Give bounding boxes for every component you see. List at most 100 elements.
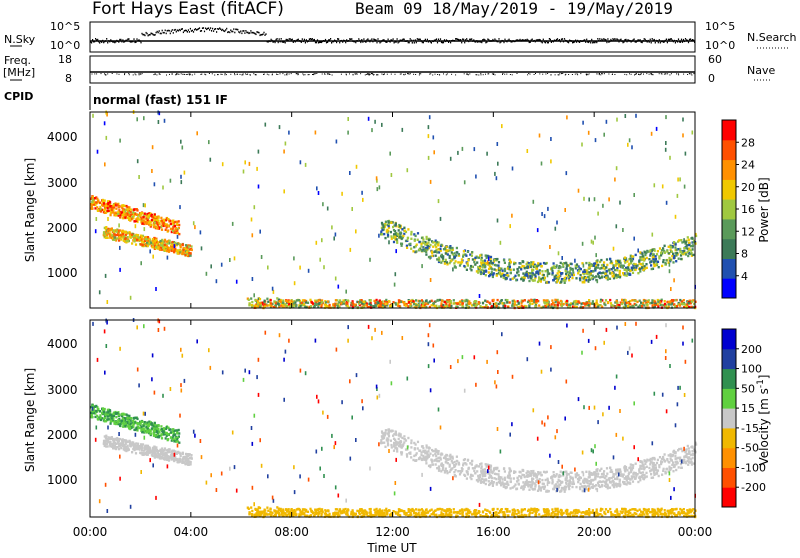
echo-cell xyxy=(403,227,405,229)
echo-cell xyxy=(417,232,419,234)
echo-cell xyxy=(426,236,428,238)
nave-point xyxy=(530,74,531,75)
echo-cell xyxy=(447,253,449,255)
noise-cell xyxy=(616,118,618,122)
echo-cell xyxy=(401,228,403,230)
echo-cell xyxy=(422,305,424,307)
echo-cell xyxy=(118,448,120,450)
nave-point xyxy=(626,74,627,75)
nave-point xyxy=(166,75,167,76)
echo-cell xyxy=(506,301,508,303)
echo-cell xyxy=(588,304,590,306)
echo-cell xyxy=(142,222,144,224)
echo-cell xyxy=(251,304,253,306)
echo-cell xyxy=(561,305,563,307)
nave-point xyxy=(589,73,590,74)
echo-cell xyxy=(558,302,560,304)
nave-point xyxy=(277,74,278,75)
echo-cell xyxy=(670,246,672,248)
nsky-point xyxy=(175,29,176,31)
nave-point xyxy=(383,74,384,75)
echo-cell xyxy=(544,263,546,265)
echo-cell xyxy=(603,261,605,263)
echo-cell xyxy=(646,303,648,305)
echo-cell xyxy=(468,300,470,302)
nave-point xyxy=(240,74,241,75)
echo-cell xyxy=(136,422,138,424)
noise-cell xyxy=(597,212,599,216)
noise-cell xyxy=(677,194,679,198)
echo-cell xyxy=(573,274,575,276)
echo-cell xyxy=(585,279,587,281)
nsky-point xyxy=(436,38,437,40)
echo-cell xyxy=(165,229,167,231)
echo-cell xyxy=(528,264,530,266)
nsky-point xyxy=(106,38,107,40)
echo-cell xyxy=(453,262,455,264)
echo-cell xyxy=(642,269,644,271)
nsky-point xyxy=(355,42,356,44)
echo-cell xyxy=(648,258,650,260)
echo-cell xyxy=(574,300,576,302)
echo-cell xyxy=(140,452,142,454)
nsky-point xyxy=(592,42,593,44)
echo-cell xyxy=(526,263,528,265)
echo-cell xyxy=(296,299,298,301)
nave-point xyxy=(476,74,477,75)
echo-cell xyxy=(127,445,129,447)
nave-point xyxy=(181,73,182,74)
echo-cell xyxy=(570,268,572,270)
echo-cell xyxy=(473,304,475,306)
echo-cell xyxy=(466,269,468,271)
echo-cell xyxy=(432,241,434,243)
echo-cell xyxy=(612,264,614,266)
nave-point xyxy=(124,74,125,75)
echo-cell xyxy=(422,302,424,304)
noise-cell xyxy=(315,131,317,135)
echo-cell xyxy=(676,252,678,254)
power-colorbar-swatch xyxy=(722,140,736,160)
noise-cell xyxy=(433,150,435,154)
echo-cell xyxy=(444,301,446,303)
nave-point xyxy=(96,73,97,74)
echo-cell xyxy=(151,427,153,429)
nsky-point xyxy=(245,30,246,32)
echo-cell xyxy=(176,458,178,460)
echo-cell xyxy=(444,248,446,250)
echo-cell xyxy=(435,255,437,257)
echo-cell xyxy=(186,459,188,461)
noise-cell xyxy=(428,156,430,160)
echo-cell xyxy=(437,299,439,301)
echo-cell xyxy=(600,259,602,261)
noise-cell xyxy=(299,266,301,270)
echo-cell xyxy=(134,443,136,445)
noise-cell xyxy=(232,222,234,226)
noise-cell xyxy=(606,120,608,124)
echo-cell xyxy=(382,225,384,227)
echo-cell xyxy=(99,414,101,416)
nave-point xyxy=(209,73,210,74)
noise-cell xyxy=(318,191,320,195)
echo-cell xyxy=(114,445,116,447)
nsky-point xyxy=(91,42,92,44)
nave-point xyxy=(468,74,469,75)
noise-cell xyxy=(566,171,568,175)
echo-cell xyxy=(298,299,300,301)
echo-cell xyxy=(420,243,422,245)
echo-cell xyxy=(312,302,314,304)
noise-cell xyxy=(308,269,310,273)
nave-point xyxy=(104,73,105,74)
noise-cell xyxy=(430,278,432,282)
noise-cell xyxy=(319,258,321,262)
echo-cell xyxy=(144,213,146,215)
nsky-point xyxy=(504,39,505,41)
echo-cell xyxy=(496,274,498,276)
noise-cell xyxy=(622,228,624,232)
echo-cell xyxy=(110,214,112,216)
noise-cell xyxy=(267,266,269,270)
nave-point xyxy=(316,73,317,74)
echo-cell xyxy=(585,277,587,279)
echo-cell xyxy=(459,303,461,305)
echo-cell xyxy=(483,270,485,272)
nsky-point xyxy=(440,38,441,40)
